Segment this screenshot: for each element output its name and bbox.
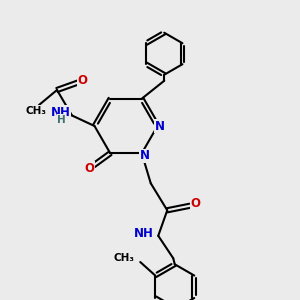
Text: O: O	[77, 74, 88, 87]
Text: NH: NH	[51, 106, 70, 119]
Text: O: O	[190, 197, 200, 210]
Text: NH: NH	[134, 227, 154, 240]
Text: N: N	[155, 119, 165, 133]
Text: CH₃: CH₃	[114, 253, 135, 262]
Text: O: O	[84, 162, 94, 175]
Text: CH₃: CH₃	[26, 106, 46, 116]
Text: H: H	[57, 115, 66, 125]
Text: N: N	[140, 149, 150, 162]
